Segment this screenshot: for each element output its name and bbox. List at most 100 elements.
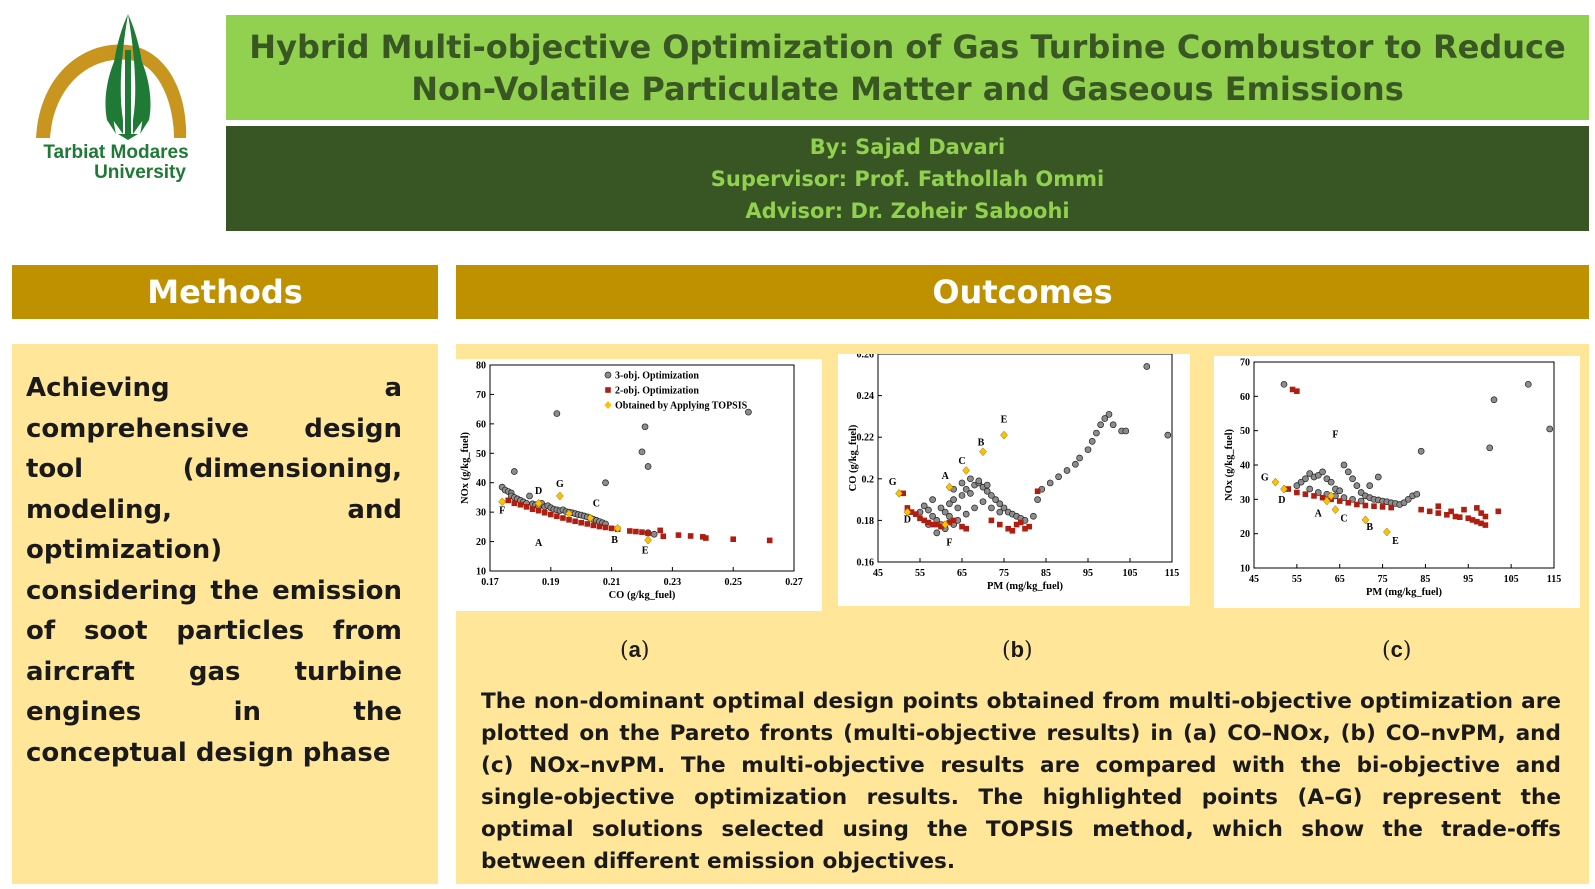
point-3obj (946, 500, 953, 508)
point-3obj (992, 496, 999, 503)
point-3obj (644, 463, 652, 470)
point-2obj (566, 516, 572, 523)
chart-c: 45 55 65 75 85 95 105 115 10 20 30 40 50 60 70 PM (mg/k… (1214, 356, 1580, 608)
point-3obj (967, 490, 974, 497)
point-2obj (1478, 520, 1484, 527)
point-3obj (1143, 363, 1151, 370)
y-tick-label: 0.18 (857, 516, 875, 527)
point-2obj (913, 511, 919, 517)
advisor-line: Advisor: Dr. Zoheir Saboohi (745, 198, 1070, 223)
y-tick-label: 40 (476, 478, 486, 489)
x-tick-label: 105 (1123, 568, 1138, 579)
point-3obj (1030, 512, 1037, 520)
outcomes-caption: The non-dominant optimal design points o… (481, 689, 1561, 874)
point-3obj (1097, 421, 1104, 429)
point-2obj (929, 521, 936, 528)
point-2obj (1435, 510, 1442, 516)
point-2obj (1482, 522, 1489, 528)
y-tick-label: 0.22 (857, 433, 875, 444)
annotation-label: C (1340, 514, 1347, 525)
methods-panel (12, 344, 438, 884)
point-3obj (958, 492, 966, 499)
point-3obj (638, 448, 646, 456)
x-axis-label: PM (mg/kg_fuel) (987, 581, 1064, 592)
point-3obj (962, 510, 970, 518)
point-topsis (1000, 430, 1008, 440)
point-2obj (1482, 513, 1489, 520)
point-3obj (602, 479, 609, 487)
point-topsis (534, 498, 543, 508)
point-3obj (1034, 496, 1041, 503)
point-2obj (934, 521, 940, 528)
y-tick-label: 60 (476, 419, 486, 430)
point-2obj (535, 507, 542, 514)
point-3obj (1524, 380, 1532, 388)
point-topsis (1331, 505, 1340, 515)
point-3obj (1327, 478, 1335, 486)
chart-a: 0.17 0.19 0.21 0.23 0.25 0.27 10 20 30 40 50 60 70 80… (456, 359, 822, 611)
author-banner: By: Sajad Davari Supervisor: Prof. Fatho… (226, 126, 1589, 231)
x-tick-label: 85 (1420, 574, 1430, 585)
x-axis-label: CO (g/kg_fuel) (609, 590, 676, 601)
point-3obj (962, 485, 970, 493)
point-3obj (954, 504, 962, 512)
point-2obj (554, 513, 560, 520)
annotation-label: C (958, 456, 965, 467)
point-3obj (1366, 482, 1374, 489)
annotation-label: B (611, 535, 618, 546)
point-2obj (523, 504, 530, 510)
y-tick-label: 80 (476, 361, 486, 372)
point-topsis (941, 520, 950, 529)
point-2obj (1426, 508, 1433, 515)
point-3obj (1344, 468, 1352, 476)
point-2obj (1311, 493, 1317, 499)
point-3obj (971, 504, 978, 512)
point-3obj (1122, 427, 1130, 435)
x-tick-label: 65 (957, 568, 967, 579)
point-2obj (660, 533, 667, 540)
panel-label-a-letter: a (628, 637, 641, 662)
y-tick-label: 0.26 (857, 354, 875, 361)
x-tick-label: 75 (999, 568, 1009, 579)
point-2obj (997, 521, 1003, 528)
point-2obj (657, 527, 664, 534)
annotation-label: E (1392, 536, 1399, 547)
point-2obj (1354, 501, 1360, 508)
point-2obj (639, 529, 645, 535)
x-tick-label: 115 (1165, 568, 1179, 579)
point-2obj (1345, 499, 1352, 506)
x-tick-label: 0.17 (481, 577, 499, 588)
point-topsis (1361, 515, 1370, 525)
point-topsis (1271, 477, 1280, 487)
x-tick-label: 85 (1041, 568, 1051, 579)
x-tick-label: 45 (873, 568, 883, 579)
point-2obj (675, 532, 682, 538)
point-2obj (1448, 508, 1454, 515)
point-2obj (608, 525, 615, 532)
point-2obj (700, 534, 706, 540)
annotation-label: G (889, 477, 897, 488)
point-2obj (1302, 491, 1309, 497)
point-2obj (596, 523, 603, 530)
chart-a-svg: 0.17 0.19 0.21 0.23 0.25 0.27 10 20 30 40 50 60 70 80… (460, 361, 803, 602)
point-2obj (1452, 513, 1459, 520)
annotation-label: A (1315, 509, 1323, 520)
legend-entry: 2-obj. Optimization (615, 386, 699, 397)
point-3obj (1046, 479, 1054, 487)
point-2obj (917, 515, 923, 522)
point-2obj (766, 537, 773, 544)
x-tick-label: 65 (1335, 574, 1345, 585)
point-2obj (633, 528, 639, 535)
point-2obj (584, 521, 591, 527)
annotation-label: G (1261, 472, 1269, 483)
arch-shape (36, 44, 187, 138)
point-2obj (1022, 525, 1028, 532)
point-2obj (1478, 510, 1484, 516)
x-tick-label: 75 (1378, 574, 1388, 585)
point-2obj (1474, 505, 1480, 511)
point-3obj (929, 512, 936, 520)
point-2obj (1285, 486, 1292, 492)
point-2obj (1418, 506, 1424, 513)
point-3obj (988, 504, 995, 512)
point-3obj (941, 508, 949, 516)
